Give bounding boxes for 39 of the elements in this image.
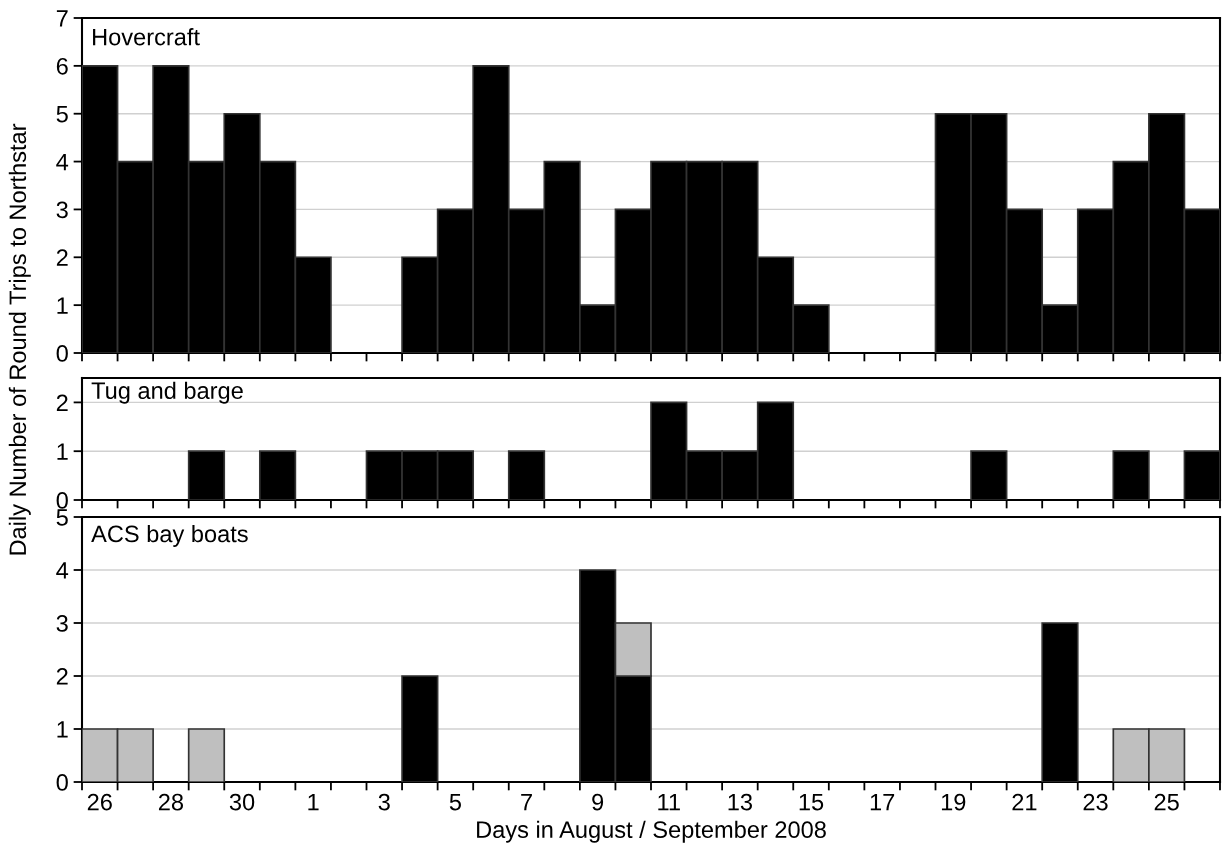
x-tick-label: 28 xyxy=(158,793,184,811)
y-tick-label: 7 xyxy=(56,10,68,27)
x-tick-label: 25 xyxy=(1154,793,1179,811)
x-axis-title: Days in August / September 2008 xyxy=(477,820,826,843)
x-tick-label: 1 xyxy=(308,793,319,811)
y-tick-label: 0 xyxy=(56,492,68,509)
x-tick-label: 17 xyxy=(870,793,895,811)
x-tick-label: 21 xyxy=(1012,793,1037,811)
chart-title: Hovercraft xyxy=(93,28,200,46)
chart-title: ACS bay boats xyxy=(91,524,248,547)
y-tick-label: 3 xyxy=(56,615,68,632)
chart-title: Tug and barge xyxy=(91,381,243,404)
y-tick-label: 4 xyxy=(56,562,69,579)
x-tick-label: 11 xyxy=(658,793,680,811)
y-tick-label: 1 xyxy=(57,297,68,314)
y-tick-label: 6 xyxy=(56,57,68,75)
bar xyxy=(187,728,226,782)
x-tick-label: 19 xyxy=(941,793,966,811)
y-tick-label: 2 xyxy=(56,394,68,411)
y-tick-label: 3 xyxy=(56,201,68,219)
y-tick-label: 0 xyxy=(56,345,68,362)
y-tick-label: 2 xyxy=(56,668,68,685)
y-axis-title: Daily Number of Round Trips to Northstar xyxy=(8,123,31,555)
y-tick-label: 4 xyxy=(56,153,69,171)
x-tick-label: 3 xyxy=(378,793,390,811)
x-tick-label: 23 xyxy=(1083,793,1108,811)
y-tick-label: 1 xyxy=(57,721,68,738)
y-tick-label: 5 xyxy=(56,106,68,123)
x-tick-label: 5 xyxy=(449,793,461,811)
x-tick-label: 13 xyxy=(728,793,752,811)
y-tick-label: 1 xyxy=(57,443,68,460)
x-tick-label: 30 xyxy=(229,793,255,811)
y-tick-label: 5 xyxy=(56,509,68,526)
y-tick-label: 2 xyxy=(56,249,68,266)
y-tick-label: 0 xyxy=(56,774,68,791)
x-tick-label: 9 xyxy=(592,793,604,811)
x-tick-label: 26 xyxy=(87,793,112,811)
x-tick-label: 15 xyxy=(799,793,824,811)
x-tick-label: 7 xyxy=(521,793,532,811)
